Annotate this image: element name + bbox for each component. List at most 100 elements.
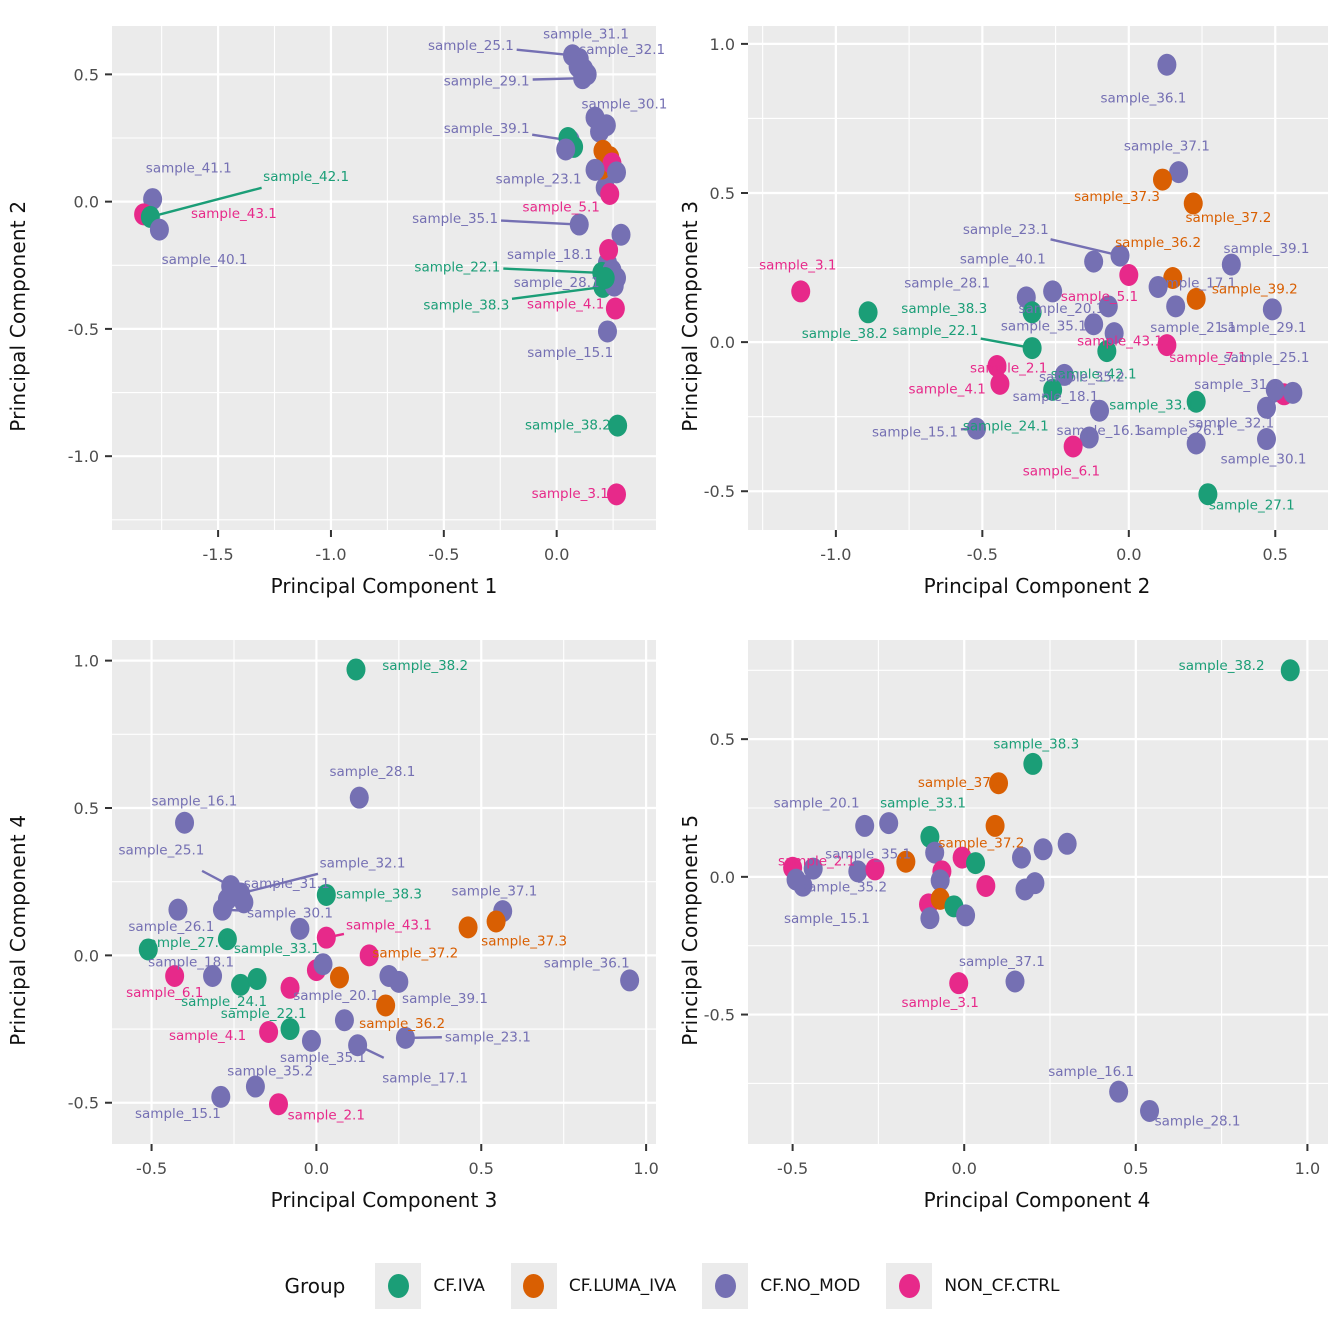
legend-swatch: [886, 1263, 933, 1309]
data-point: [1148, 275, 1168, 298]
data-point: [234, 891, 254, 914]
point-label: sample_4.1: [909, 381, 986, 397]
data-point: [316, 926, 336, 949]
data-point: [1166, 295, 1186, 318]
data-point: [316, 883, 336, 906]
point-label: sample_35.1: [412, 211, 498, 227]
plot-grid: Principal Component 2 -1.5 -1.0 -0.5 0.0 0.5…: [6, 0, 1344, 1212]
data-point: [1054, 363, 1074, 386]
panel-pc2-vs-pc3: Principal Component 3 -1.0 -0.5 0.0 0.5 1.0 0…: [672, 0, 1344, 614]
legend-dot-icon: [898, 1274, 920, 1298]
data-point: [585, 158, 605, 181]
point-label: sample_35.2: [801, 879, 887, 895]
data-point: [1043, 378, 1063, 401]
legend-label: NON_CF.CTRL: [944, 1276, 1060, 1296]
data-point: [956, 904, 976, 927]
data-point: [1104, 322, 1124, 345]
point-label: sample_2.1: [778, 853, 855, 869]
data-point: [376, 994, 396, 1017]
point-label: sample_32.1: [320, 856, 406, 872]
point-label: sample_38.2: [1179, 658, 1265, 674]
point-label: sample_33.1: [1109, 398, 1195, 414]
point-label: sample_6.1: [126, 985, 203, 1001]
point-label: sample_29.1: [1221, 320, 1307, 336]
point-label: sample_42.1: [1051, 366, 1137, 382]
data-point: [1022, 301, 1042, 324]
point-label: sample_16.1: [151, 794, 237, 810]
point-label: sample_38.3: [336, 886, 422, 902]
point-label: sample_42.1: [263, 169, 349, 185]
point-label: sample_41.1: [146, 160, 232, 176]
data-point: [1283, 381, 1303, 404]
data-point: [1033, 838, 1053, 861]
point-label: sample_22.1: [893, 323, 979, 339]
point-label: sample_3.1: [759, 258, 836, 274]
point-label: sample_36.1: [544, 956, 630, 972]
data-point: [987, 354, 1007, 377]
legend-swatch: [375, 1263, 422, 1309]
data-point: [247, 967, 267, 990]
point-label: sample_15.1: [135, 1106, 221, 1122]
x-tick-label: -0.5: [967, 545, 998, 564]
data-point: [1157, 334, 1177, 357]
x-tick-label: 0.0: [1116, 545, 1141, 564]
data-point: [1109, 1080, 1129, 1103]
point-label: sample_39.1: [444, 121, 530, 137]
x-tick-label: 0.0: [304, 1159, 329, 1178]
data-point: [1198, 483, 1218, 506]
point-label: sample_18.1: [1013, 389, 1099, 405]
data-point: [990, 372, 1010, 395]
data-point: [556, 138, 576, 161]
data-point: [138, 938, 158, 961]
legend-item-non-cf-ctrl: NON_CF.CTRL: [886, 1263, 1060, 1309]
x-axis-title: Principal Component 1: [270, 574, 498, 598]
point-label: sample_40.1: [960, 252, 1046, 268]
point-label: sample_35.1: [1001, 319, 1087, 335]
data-point: [1186, 390, 1206, 413]
point-label: sample_39.2: [1212, 281, 1298, 297]
data-point: [803, 857, 823, 880]
data-point: [1186, 432, 1206, 455]
data-point: [168, 898, 188, 921]
point-label: sample_25.1: [119, 842, 205, 858]
data-point: [359, 944, 379, 967]
data-point: [268, 1093, 288, 1116]
point-label: sample_26.1: [1139, 423, 1225, 439]
data-point: [989, 772, 1009, 795]
data-point: [966, 417, 986, 440]
legend-label: CF.IVA: [433, 1276, 485, 1296]
legend-item-cf-iva: CF.IVA: [375, 1263, 485, 1309]
point-label: sample_39.1: [1224, 241, 1310, 257]
data-point: [858, 301, 878, 324]
data-point: [855, 814, 875, 837]
data-point: [486, 910, 506, 933]
data-point: [1163, 267, 1183, 289]
point-label: sample_20.1: [774, 795, 860, 811]
point-label: sample_40.1: [162, 252, 248, 268]
legend-title: Group: [284, 1274, 346, 1298]
point-label: sample_37.3: [1074, 189, 1160, 205]
label-leader-line: [240, 872, 319, 895]
point-label: sample_37.1: [1124, 138, 1210, 154]
data-point: [793, 874, 813, 897]
x-tick-label: -1.0: [820, 545, 851, 564]
y-tick-label: 0.5: [710, 730, 735, 749]
point-label: sample_37.1: [959, 954, 1045, 970]
data-point: [231, 973, 251, 996]
point-label: sample_37.1: [451, 884, 537, 900]
point-label: sample_17.1: [382, 1071, 468, 1087]
data-point: [1005, 970, 1025, 993]
point-label: sample_38.3: [901, 301, 987, 317]
point-label: sample_2.1: [288, 1108, 365, 1124]
data-point: [848, 860, 868, 883]
legend-dot-icon: [523, 1274, 545, 1298]
point-label: sample_38.3: [423, 298, 509, 314]
label-leader-line: [500, 219, 580, 226]
data-point: [1110, 244, 1130, 267]
x-axis-title: Principal Component 3: [270, 1188, 498, 1212]
point-label: sample_3.1: [902, 995, 979, 1011]
data-point: [569, 213, 589, 236]
y-tick-label: -0.5: [704, 1006, 735, 1025]
point-label: sample_31.1: [244, 876, 330, 892]
data-point: [949, 972, 969, 995]
